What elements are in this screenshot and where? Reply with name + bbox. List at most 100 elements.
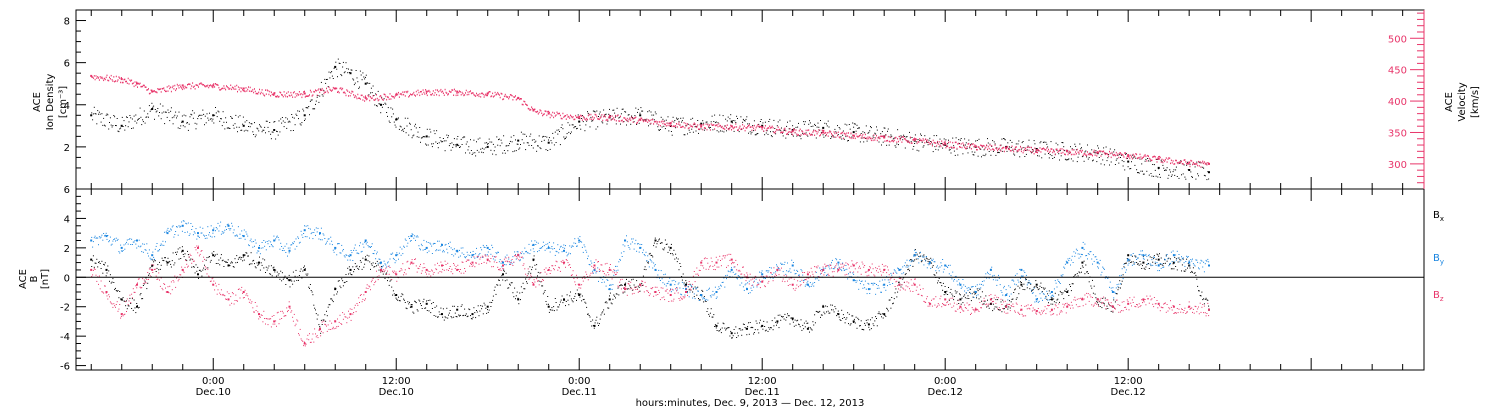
velocity-dot: [768, 127, 770, 129]
bx-point: [181, 249, 184, 252]
bx-dot: [992, 303, 994, 305]
density-dot: [320, 88, 322, 90]
density-dot: [1151, 175, 1153, 177]
velocity-dot: [1193, 163, 1195, 165]
by-dot: [538, 250, 540, 252]
by-dot: [342, 250, 344, 252]
bx-dot: [946, 290, 948, 292]
velocity-dot: [823, 129, 825, 132]
bx-dot: [746, 334, 748, 336]
density-dot: [1011, 141, 1013, 143]
density-dot: [1175, 166, 1177, 168]
by-dot: [537, 251, 538, 253]
density-dot: [503, 135, 505, 137]
by-dot: [709, 287, 710, 289]
by-dot: [717, 288, 719, 290]
density-dot: [568, 131, 570, 133]
velocity-dot: [503, 98, 505, 100]
velocity-dot: [917, 140, 919, 143]
velocity-dot: [846, 132, 848, 134]
density-dot: [650, 111, 652, 113]
bx-dot: [378, 269, 380, 271]
density-dot: [95, 113, 97, 115]
bx-point: [120, 298, 123, 301]
bx-dot: [1040, 282, 1042, 284]
density-dot: [201, 114, 203, 116]
bx-dot: [615, 293, 617, 295]
bx-dot: [821, 314, 823, 316]
density-dot: [510, 136, 512, 138]
velocity-dot: [538, 111, 540, 114]
velocity-dot: [1025, 147, 1027, 149]
velocity-dot: [1039, 147, 1041, 149]
density-dot: [150, 109, 152, 111]
density-dot: [999, 149, 1001, 151]
velocity-dot: [534, 108, 536, 111]
density-dot: [556, 129, 558, 131]
bx-dot: [287, 278, 288, 280]
bx-dot: [237, 261, 238, 263]
density-dot: [516, 143, 518, 145]
velocity-dot: [535, 111, 537, 113]
bx-dot: [442, 316, 444, 318]
bx-dot: [757, 329, 759, 331]
by-dot: [751, 290, 753, 291]
by-dot: [270, 241, 272, 243]
bx-dot: [1060, 292, 1062, 293]
density-dot: [808, 123, 810, 125]
velocity-dot: [1124, 152, 1126, 154]
bx-dot: [319, 326, 321, 328]
bx-dot: [777, 314, 779, 316]
bx-dot: [720, 328, 721, 330]
bx-dot: [1118, 287, 1120, 289]
bx-dot: [454, 312, 456, 314]
velocity-dot: [720, 126, 722, 129]
density-dot: [548, 137, 550, 139]
velocity-dot: [1182, 163, 1184, 165]
by-dot: [387, 261, 389, 263]
density-dot: [1084, 151, 1086, 153]
velocity-dot: [1157, 157, 1159, 159]
density-dot: [443, 140, 445, 142]
density-dot: [1032, 150, 1034, 152]
velocity-dot: [340, 87, 342, 89]
density-dot: [219, 120, 221, 122]
density-dot: [264, 126, 266, 128]
by-dot: [459, 249, 460, 251]
by-point: [486, 246, 489, 249]
density-dot: [192, 117, 194, 119]
bx-dot: [1044, 287, 1046, 289]
by-dot: [492, 247, 494, 249]
velocity-dot: [493, 95, 495, 97]
bx-dot: [676, 261, 678, 263]
density-dot: [621, 108, 623, 110]
density-dot: [596, 110, 598, 112]
bx-dot: [922, 255, 924, 257]
density-dot: [93, 106, 95, 108]
bx-dot: [643, 268, 645, 270]
velocity-dot: [326, 90, 328, 92]
velocity-point: [486, 92, 489, 95]
velocity-dot: [826, 132, 828, 134]
density-dot: [203, 113, 205, 115]
density-dot: [328, 71, 330, 73]
bx-dot: [657, 241, 659, 242]
density-dot: [611, 118, 613, 120]
by-dot: [337, 243, 339, 245]
bx-dot: [223, 266, 225, 267]
bx-dot: [249, 263, 251, 265]
velocity-dot: [990, 149, 992, 151]
velocity-dot: [151, 89, 153, 92]
by-dot: [178, 225, 180, 227]
by-dot: [274, 239, 276, 241]
velocity-dot: [877, 137, 879, 139]
velocity-dot: [638, 118, 640, 120]
by-dot: [487, 254, 488, 256]
density-point: [242, 124, 245, 127]
density-dot: [803, 121, 805, 123]
velocity-dot: [260, 91, 262, 94]
density-dot: [579, 124, 581, 126]
velocity-dot: [871, 137, 873, 139]
velocity-dot: [170, 86, 172, 88]
density-dot: [713, 121, 715, 122]
